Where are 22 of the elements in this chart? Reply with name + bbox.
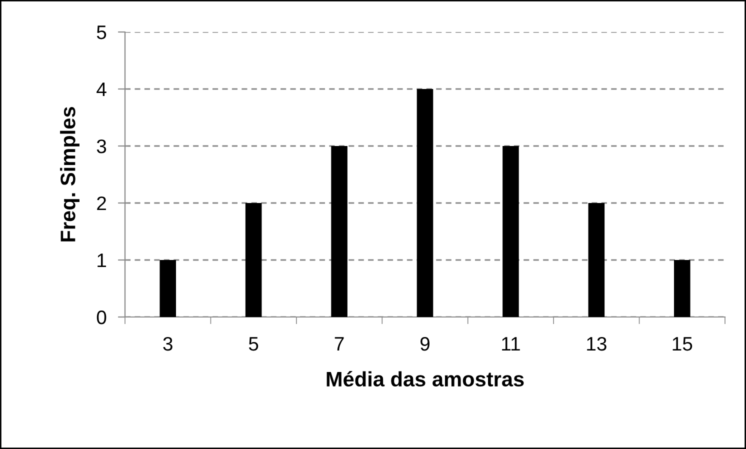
y-tick-label: 0: [96, 310, 106, 324]
bar: [416, 89, 434, 317]
bar: [502, 146, 519, 317]
bar: [245, 203, 262, 317]
bar: [674, 260, 690, 317]
y-tick-label: 1: [98, 254, 106, 268]
y-axis-title: Freq. Simples: [60, 107, 80, 242]
x-tick-label: 13: [587, 336, 606, 351]
x-tick-label: 7: [334, 337, 344, 351]
x-tick-label: 15: [672, 337, 692, 351]
bar: [160, 260, 176, 317]
x-tick-label: 3: [163, 336, 172, 351]
x-axis-title: Média das amostras: [326, 371, 524, 387]
y-tick-label: 3: [96, 139, 106, 154]
x-tick-label: 9: [420, 336, 430, 351]
bar: [331, 146, 348, 317]
y-tick-label: 4: [96, 82, 106, 96]
y-tick-label: 5: [96, 26, 106, 40]
bar: [588, 203, 605, 317]
x-tick-label: 11: [502, 337, 520, 351]
y-tick-label: 2: [97, 196, 106, 210]
x-tick-label: 5: [248, 337, 258, 351]
